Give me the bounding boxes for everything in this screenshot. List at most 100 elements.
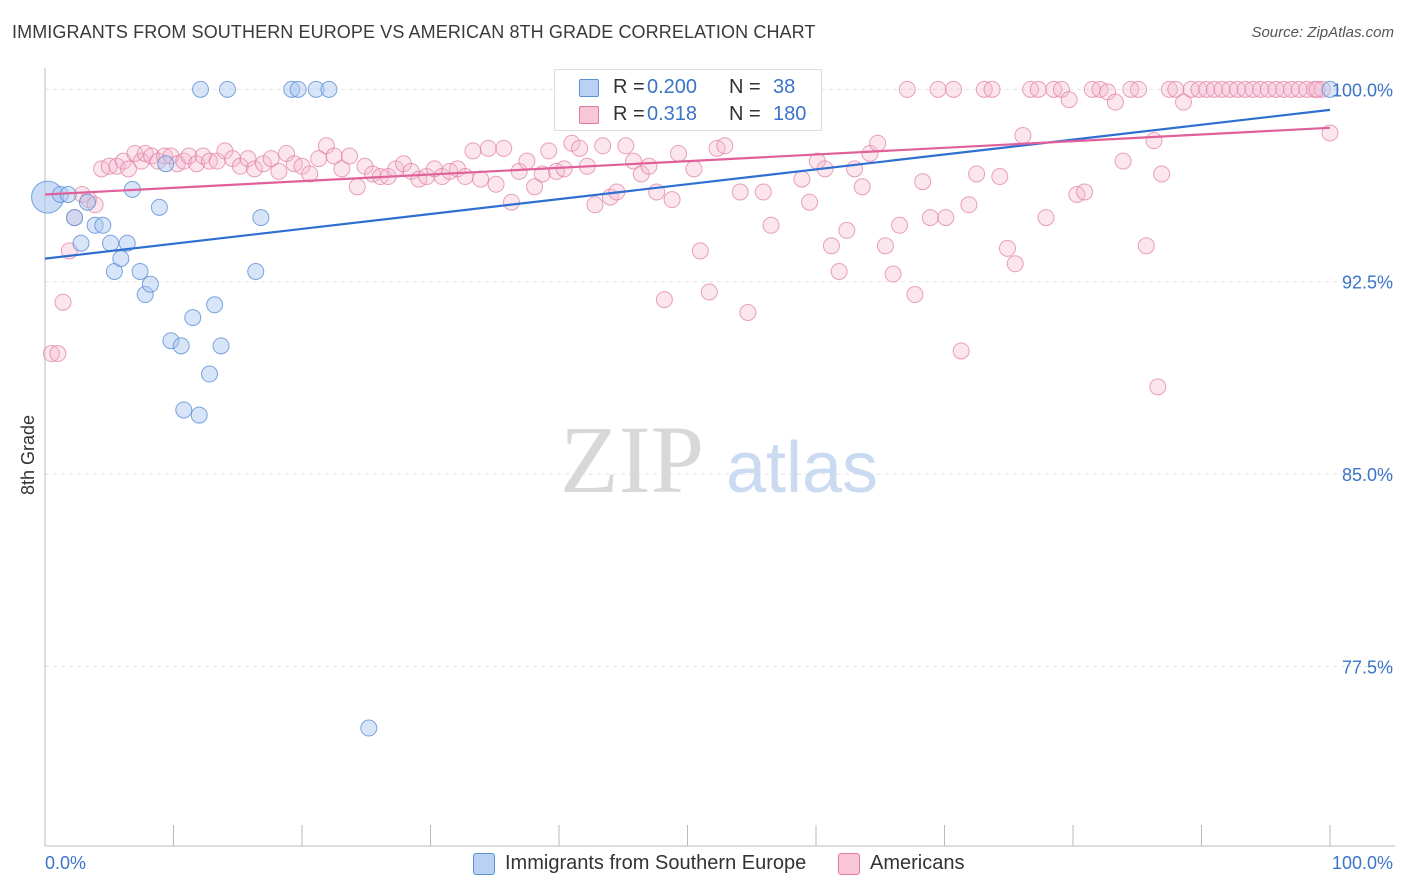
americans-point (731, 183, 749, 201)
chart-title: IMMIGRANTS FROM SOUTHERN EUROPE VS AMERI… (12, 22, 816, 42)
americans-point (1029, 80, 1047, 98)
southern-europe-point (157, 155, 175, 173)
y-tick-label: 100.0% (1332, 80, 1393, 100)
bottom-legend-label: Immigrants from Southern Europe (505, 852, 807, 874)
bottom-legend-label: Americans (870, 852, 965, 874)
southern-europe-point (162, 332, 180, 350)
americans-point (921, 209, 939, 227)
americans-point (518, 152, 536, 170)
americans-point (1149, 378, 1167, 396)
americans-point (42, 345, 60, 363)
americans-point (464, 142, 482, 160)
southern-europe-point (150, 198, 168, 216)
americans-point (998, 239, 1016, 257)
southern-europe-point (175, 401, 193, 419)
americans-point (869, 134, 887, 152)
americans-point (333, 160, 351, 178)
americans-point (914, 173, 932, 191)
americans-point (640, 157, 658, 175)
americans-point (838, 221, 856, 239)
americans-point (1014, 127, 1032, 145)
americans-point (1308, 80, 1326, 98)
y-tick-label: 77.5% (1342, 657, 1393, 677)
americans-point (495, 139, 513, 157)
americans-point (991, 168, 1009, 186)
americans-point (456, 168, 474, 186)
southern-europe-point (131, 262, 149, 280)
americans-point (1130, 80, 1148, 98)
southern-europe-trend-line (44, 108, 1331, 260)
americans-point (487, 175, 505, 193)
southern-europe-point (191, 80, 209, 98)
y-tick-label: 92.5% (1342, 273, 1393, 293)
americans-point (49, 345, 67, 363)
southern-europe-point (31, 180, 65, 214)
southern-europe-point (247, 262, 265, 280)
stats-legend: R = 0.200 N = 38 R = 0.318 N = 180 (554, 69, 822, 131)
americans-point (262, 150, 280, 168)
americans-point (341, 147, 359, 165)
americans-point (270, 162, 288, 180)
americans-point (663, 191, 681, 209)
americans-point (239, 150, 257, 168)
americans-point (348, 178, 366, 196)
legend-r-value: 0.200 (647, 76, 698, 98)
watermark-atlas: atlas (726, 428, 878, 508)
southern-europe-point (1321, 80, 1339, 98)
americans-point (479, 139, 497, 157)
americans-point (175, 152, 193, 170)
americans-point (1037, 209, 1055, 227)
southern-europe-point (360, 719, 378, 737)
southern-europe-point (218, 80, 236, 98)
americans-point (762, 216, 780, 234)
legend-row-southern-europe: R = 0.200 N = 38 (555, 74, 821, 100)
southern-europe-point (212, 337, 230, 355)
legend-n-label: N = (729, 103, 761, 125)
americans-point (1076, 183, 1094, 201)
watermark-zip: ZIP (560, 406, 704, 513)
americans-point (1175, 93, 1193, 111)
southern-europe-point (283, 80, 301, 98)
americans-point (929, 80, 947, 98)
americans-point (960, 196, 978, 214)
x-tick-label: 100.0% (1332, 853, 1393, 873)
southern-europe-point (141, 275, 159, 293)
southern-europe-point (320, 80, 338, 98)
y-tick-label: 85.0% (1342, 465, 1393, 485)
americans-point (586, 196, 604, 214)
southern-europe-point (172, 337, 190, 355)
americans-point (952, 342, 970, 360)
americans-point (1106, 93, 1124, 111)
bottom-legend-swatch-blue (473, 853, 495, 875)
southern-europe-point (112, 250, 130, 268)
southern-europe-point (184, 309, 202, 327)
southern-europe-point (72, 234, 90, 252)
southern-europe-point (66, 209, 84, 227)
americans-point (685, 160, 703, 178)
legend-r-label: R = (613, 76, 645, 98)
legend-n-label: N = (729, 76, 761, 98)
americans-point (571, 139, 589, 157)
americans-point (1060, 91, 1078, 109)
americans-point (937, 209, 955, 227)
americans-point (801, 193, 819, 211)
americans-point (472, 170, 490, 188)
americans-point (822, 237, 840, 255)
americans-point (716, 137, 734, 155)
southern-europe-point (78, 193, 96, 211)
southern-europe-point (252, 209, 270, 227)
americans-point (325, 147, 343, 165)
americans-point (983, 80, 1001, 98)
americans-point (502, 193, 520, 211)
americans-point (1153, 165, 1171, 183)
americans-point (540, 142, 558, 160)
americans-point (1006, 255, 1024, 273)
americans-point (691, 242, 709, 260)
axis-labels: 77.5% 85.0% 92.5% 100.0% 0.0% 100.0% 8th Grade (18, 80, 1393, 873)
source-label: Source: ZipAtlas.com (1251, 24, 1394, 41)
americans-point (594, 137, 612, 155)
legend-n-value: 38 (773, 76, 796, 98)
americans-point (655, 291, 673, 309)
americans-point (906, 286, 924, 304)
